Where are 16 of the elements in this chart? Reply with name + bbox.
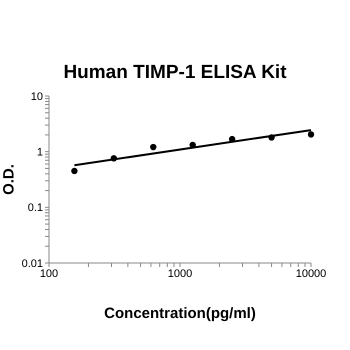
x-tick-label: 1000 xyxy=(168,268,192,280)
y-tick-label: 1 xyxy=(36,146,43,159)
y-tick-label: 10 xyxy=(30,90,43,103)
point xyxy=(308,131,314,138)
y-tick-label: 0.01 xyxy=(22,258,43,270)
x-tick-label: 100 xyxy=(40,268,58,280)
x-tick-label: 10000 xyxy=(296,268,326,280)
point xyxy=(71,168,78,174)
chart-title: Human TIMP-1 ELISA Kit xyxy=(62,62,288,84)
point xyxy=(150,144,156,150)
x-axis-title: Concentration(pg/ml) xyxy=(104,305,256,322)
y-tick-label: 0.1 xyxy=(28,202,43,214)
y-axis-title: O.D. xyxy=(0,164,18,195)
point xyxy=(228,136,236,142)
point xyxy=(110,155,118,162)
point xyxy=(268,134,275,141)
